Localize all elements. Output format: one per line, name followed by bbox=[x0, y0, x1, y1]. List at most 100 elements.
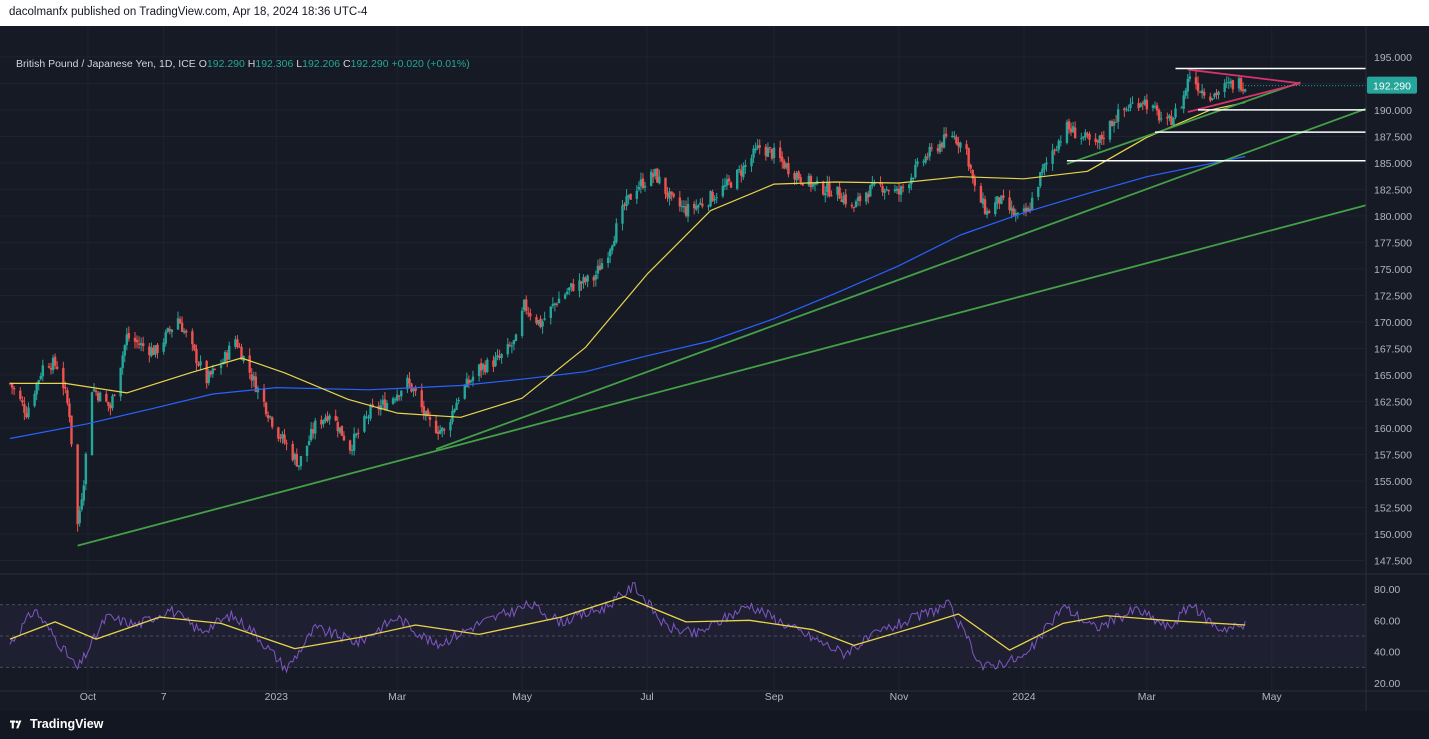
candle-body bbox=[879, 182, 882, 185]
candle-body bbox=[53, 356, 57, 366]
price-tick-label: 182.500 bbox=[1374, 184, 1412, 196]
chart-area[interactable]: 195.000192.500190.000187.500185.000182.5… bbox=[0, 26, 1429, 711]
candle-body bbox=[66, 390, 69, 404]
candle-body bbox=[225, 352, 229, 360]
candle-body bbox=[695, 205, 698, 210]
candle-body bbox=[842, 195, 845, 204]
candle-body bbox=[1059, 141, 1063, 143]
candle-body bbox=[62, 368, 65, 389]
chart-canvas[interactable]: 195.000192.500190.000187.500185.000182.5… bbox=[0, 26, 1429, 711]
candle-body bbox=[897, 188, 901, 195]
candle-body bbox=[951, 135, 954, 137]
candle-body bbox=[412, 389, 415, 392]
candle-body bbox=[197, 363, 200, 366]
candle-body bbox=[1084, 132, 1087, 138]
candle-body bbox=[252, 375, 255, 381]
candle-body bbox=[807, 175, 811, 186]
candle-body bbox=[500, 353, 503, 358]
candle-body bbox=[55, 366, 59, 369]
candle-body bbox=[191, 331, 194, 345]
last-price-badge: 192.290 bbox=[1373, 81, 1411, 93]
candle-body bbox=[479, 363, 483, 371]
candle-body bbox=[109, 405, 112, 409]
candle-body bbox=[627, 194, 630, 198]
time-tick-label: 7 bbox=[161, 691, 167, 703]
candle-body bbox=[207, 371, 210, 383]
time-tick-label: May bbox=[512, 691, 533, 703]
candle-body bbox=[799, 177, 802, 183]
candle-body bbox=[78, 510, 81, 524]
candle-body bbox=[113, 394, 116, 396]
candle-body bbox=[1223, 83, 1226, 92]
candle-body bbox=[322, 420, 325, 425]
candle-body bbox=[469, 380, 473, 383]
candle-body bbox=[801, 183, 804, 186]
candle-body bbox=[793, 173, 796, 180]
candle-body bbox=[729, 182, 733, 188]
candle-body bbox=[701, 203, 704, 207]
candle-body bbox=[895, 188, 899, 191]
candle-body bbox=[1041, 168, 1044, 173]
candle-body bbox=[885, 189, 888, 191]
last-price-badge-bg bbox=[1367, 76, 1417, 94]
candle-body bbox=[850, 204, 854, 207]
candle-body bbox=[713, 198, 716, 201]
candle-body bbox=[959, 142, 962, 148]
candle-body bbox=[238, 346, 241, 348]
candle-body bbox=[721, 185, 725, 197]
support-trendline-2 bbox=[435, 107, 1367, 450]
candle-body bbox=[199, 361, 202, 366]
candle-body bbox=[492, 360, 495, 367]
candle-body bbox=[770, 149, 774, 159]
tradingview-logo[interactable]: TradingView bbox=[10, 717, 103, 731]
candle-body bbox=[881, 186, 884, 193]
candle-body bbox=[1102, 137, 1106, 139]
candle-body bbox=[727, 178, 731, 182]
candle-body bbox=[809, 176, 813, 188]
candle-body bbox=[1053, 149, 1056, 151]
candle-body bbox=[357, 432, 360, 434]
candle-body bbox=[328, 415, 331, 420]
candle-body bbox=[983, 199, 987, 214]
candle-body bbox=[299, 456, 303, 466]
candle-body bbox=[1131, 102, 1134, 104]
candle-body bbox=[383, 399, 387, 410]
candle-body bbox=[111, 395, 114, 409]
rsi-tick-label: 80.00 bbox=[1374, 584, 1400, 596]
candle-body bbox=[813, 183, 817, 185]
candle-body bbox=[1172, 118, 1175, 126]
candle-body bbox=[582, 277, 585, 283]
candle-body bbox=[49, 367, 53, 370]
candle-body bbox=[64, 387, 67, 389]
candle-body bbox=[1094, 138, 1097, 142]
candle-body bbox=[766, 147, 770, 157]
candle-body bbox=[213, 368, 217, 370]
candle-body bbox=[652, 173, 655, 177]
candle-body bbox=[639, 179, 643, 187]
candle-body bbox=[1151, 105, 1155, 108]
candle-body bbox=[135, 340, 139, 343]
rsi-tick-label: 20.00 bbox=[1374, 678, 1400, 690]
candle-body bbox=[1159, 118, 1163, 120]
candle-body bbox=[596, 265, 600, 274]
candle-body bbox=[338, 427, 342, 433]
time-tick-label: 2023 bbox=[265, 691, 289, 703]
candle-body bbox=[623, 204, 626, 206]
candle-body bbox=[811, 183, 815, 187]
candle-body bbox=[400, 390, 403, 397]
candle-body bbox=[772, 147, 776, 159]
candle-body bbox=[715, 197, 718, 199]
candle-body bbox=[23, 403, 26, 413]
candle-body bbox=[1055, 150, 1058, 152]
candle-body bbox=[971, 170, 974, 179]
candle-body bbox=[92, 389, 96, 392]
candle-body bbox=[654, 168, 657, 176]
candle-body bbox=[250, 374, 253, 381]
symbol-name[interactable]: British Pound / Japanese Yen, 1D, ICE bbox=[16, 58, 196, 70]
price-tick-label: 190.000 bbox=[1374, 105, 1412, 117]
candle-body bbox=[457, 399, 460, 402]
price-tick-label: 177.500 bbox=[1374, 237, 1412, 249]
candle-body bbox=[1227, 82, 1230, 84]
candle-body bbox=[484, 364, 487, 373]
candle-body bbox=[953, 135, 956, 138]
